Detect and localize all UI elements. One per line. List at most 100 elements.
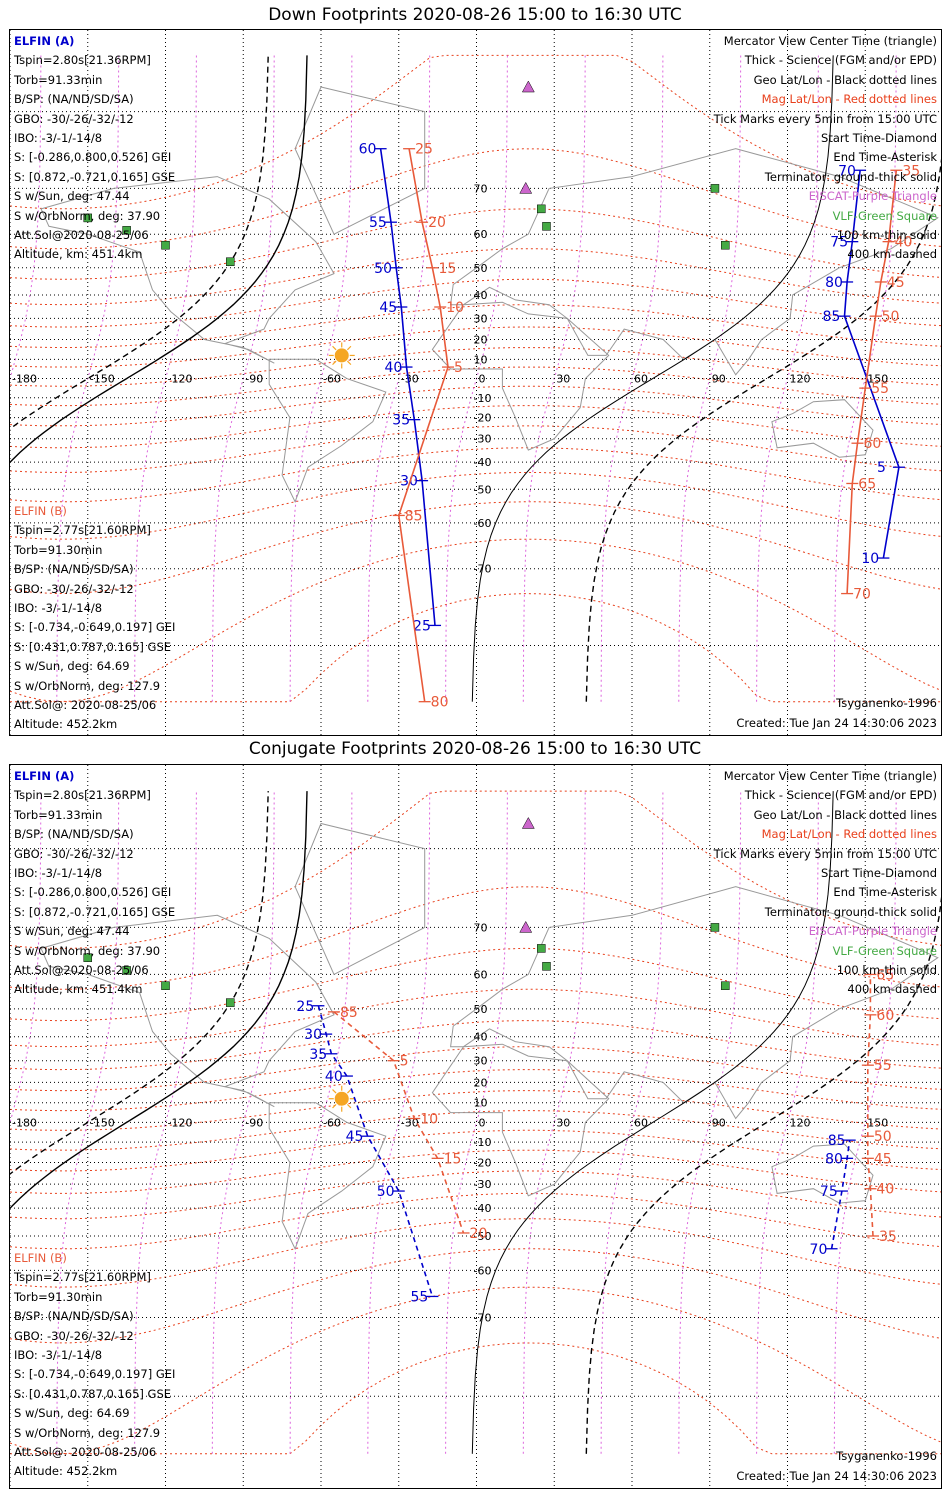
elfin-b-east-tick-label: 45 <box>874 1151 892 1167</box>
legend-item: Terminator: ground-thick solid <box>764 904 937 919</box>
elfin-b-east-tick-label: 35 <box>902 163 920 179</box>
lon-tick-label: -150 <box>90 1116 115 1129</box>
elfin-b-east-tick-label: 45 <box>887 275 905 291</box>
mag-lon-line <box>600 791 664 1454</box>
elfin-a-label: ELFIN (A) <box>14 769 75 783</box>
elfin-b-info: ELFIN (B) Tspin=2.77s[21.60RPM] Torb=91.… <box>14 1249 175 1482</box>
elfin-a-tick-label: 35 <box>309 1047 327 1063</box>
elfin-b-east-tick-label: 70 <box>853 587 871 603</box>
model-credit: Tsyganenko-1996 Created: Tue Jan 24 14:3… <box>736 694 937 733</box>
legend-item: 100 km-thin solid <box>836 963 937 978</box>
vlf-square-icon <box>161 981 170 990</box>
elfin-a-east-track <box>843 170 900 559</box>
continent-outline <box>40 914 335 1108</box>
mag-lon-line <box>678 791 742 1454</box>
elfin-a-tick-label: 50 <box>374 261 392 277</box>
elfin-a-track <box>379 148 436 626</box>
elfin-b-line: S w/Sun, deg: 64.69 <box>14 659 130 674</box>
model-name: Tsyganenko-1996 <box>836 1449 937 1464</box>
vlf-square-icon <box>537 204 546 214</box>
elfin-a-tick-label: 50 <box>377 1184 395 1200</box>
elfin-a-line: S: [-0.286,0.800,0.526] GEI <box>14 150 172 165</box>
elfin-b-tick-label: 5 <box>454 360 463 376</box>
lat-tick-label: 20 <box>474 333 488 346</box>
model-name: Tsyganenko-1996 <box>836 696 937 711</box>
lat-tick-label: -60 <box>474 1264 492 1277</box>
lon-tick-label: 30 <box>556 1116 570 1129</box>
lon-tick-label: -60 <box>323 373 341 386</box>
elfin-a-line: Tspin=2.80s[21.36RPM] <box>14 53 151 68</box>
elfin-b-line: Tspin=2.77s[21.60RPM] <box>14 523 151 538</box>
mag-lon-line <box>289 791 353 1454</box>
legend-item: Tick Marks every 5min from 15:00 UTC <box>713 846 937 861</box>
vlf-square-icon <box>122 226 131 235</box>
elfin-a-tick-label: 40 <box>325 1069 343 1085</box>
elfin-b-east-tick-label: 40 <box>876 1182 894 1198</box>
legend-item: EISCAT-Purple Triangle <box>808 924 937 939</box>
mag-lat-line <box>10 148 941 250</box>
elfin-b-line: S: [0.431,0.787,0.165] GSE <box>14 639 172 654</box>
elfin-a-line: S: [0.872,-0.721,0.165] GSE <box>14 169 176 184</box>
continent-outline <box>431 301 610 451</box>
lat-tick-label: -70 <box>474 563 492 576</box>
lat-tick-label: 40 <box>474 1031 488 1044</box>
lat-tick-label: 60 <box>474 228 488 241</box>
lon-tick-label: 60 <box>634 1116 648 1129</box>
elfin-a-label: ELFIN (A) <box>14 34 75 48</box>
mag-lat-line <box>10 366 941 407</box>
lon-tick-label: -180 <box>12 373 37 386</box>
panel1-title: Down Footprints 2020-08-26 15:00 to 16:3… <box>268 5 682 25</box>
elfin-a-line: IBO: -3/-1/-14/8 <box>14 131 103 146</box>
elfin-b-line: Altitude: 452.2km <box>14 717 118 732</box>
mag-lat-line <box>10 1149 941 1194</box>
elfin-b-tick-label: 15 <box>438 261 456 277</box>
elfin-b-line: GBO: -30/-26/-32/-12 <box>14 1328 134 1343</box>
elfin-b-line: S w/OrbNorm, deg: 127.9 <box>14 1425 161 1440</box>
lat-tick-label: -70 <box>474 1311 492 1324</box>
lat-tick-label: 10 <box>474 1097 488 1110</box>
elfin-a-line: S w/Sun, deg: 47.44 <box>14 924 130 939</box>
lat-tick-label: -40 <box>474 1202 492 1215</box>
created-stamp: Created: Tue Jan 24 14:30:06 2023 <box>736 1468 937 1483</box>
elfin-a-tick-label: 60 <box>359 142 377 158</box>
legend-item: Thick - Science (FGM and/or EPD) <box>744 788 937 803</box>
eiscat-triangle-icon <box>521 816 535 829</box>
elfin-a-line: S: [0.872,-0.721,0.165] GSE <box>14 904 176 919</box>
lat-tick-label: 30 <box>474 1055 488 1068</box>
legend-item: End Time-Asterisk <box>833 150 937 165</box>
mag-lat-line <box>10 208 941 280</box>
elfin-a-line: Altitude, km: 451.4km <box>14 982 143 997</box>
legend: Mercator View Center Time (triangle) Thic… <box>714 32 937 265</box>
elfin-a-line: S w/OrbNorm, deg: 37.90 <box>14 943 161 958</box>
mag-lon-line <box>522 791 586 1454</box>
vlf-square-icon <box>710 923 720 932</box>
lat-tick-label: 60 <box>474 968 488 981</box>
elfin-b-tick-label: 15 <box>444 1151 462 1167</box>
lat-tick-label: 50 <box>474 262 488 275</box>
terminator-line <box>471 55 834 702</box>
elfin-a-line: B/SP: (NA/ND/SD/SA) <box>14 92 134 107</box>
lat-tick-label: -30 <box>474 433 492 446</box>
elfin-a-tick-label: 25 <box>296 999 314 1015</box>
sun-ray <box>332 360 337 366</box>
elfin-a-tick-label: 25 <box>413 618 431 634</box>
elfin-a-line: Tspin=2.80s[21.36RPM] <box>14 788 151 803</box>
legend-item: Geo Lat/Lon - Black dotted lines <box>753 807 937 822</box>
sun-ray <box>332 1089 337 1094</box>
legend-item: Mag Lat/Lon - Red dotted lines <box>761 827 937 842</box>
terminator-line <box>585 896 941 1454</box>
elfin-a-line: Altitude, km: 451.4km <box>14 247 143 262</box>
terminator-line <box>585 158 941 702</box>
lon-tick-label: 90 <box>712 373 726 386</box>
elfin-a-line: Att.Sol@2020-08-25/06 <box>14 963 149 978</box>
vlf-square-icon <box>161 240 170 250</box>
terminator-line <box>471 791 834 1454</box>
elfin-a-east-tick-label: 5 <box>877 460 886 476</box>
lat-tick-label: 40 <box>474 289 488 302</box>
mag-lon-line <box>56 791 120 1454</box>
sun-ray <box>332 345 337 351</box>
elfin-b-tick-label: 20 <box>428 215 446 231</box>
continent-outline <box>450 886 939 1120</box>
elfin-b-line: GBO: -30/-26/-32/-12 <box>14 581 134 596</box>
terminator-line <box>10 55 308 464</box>
